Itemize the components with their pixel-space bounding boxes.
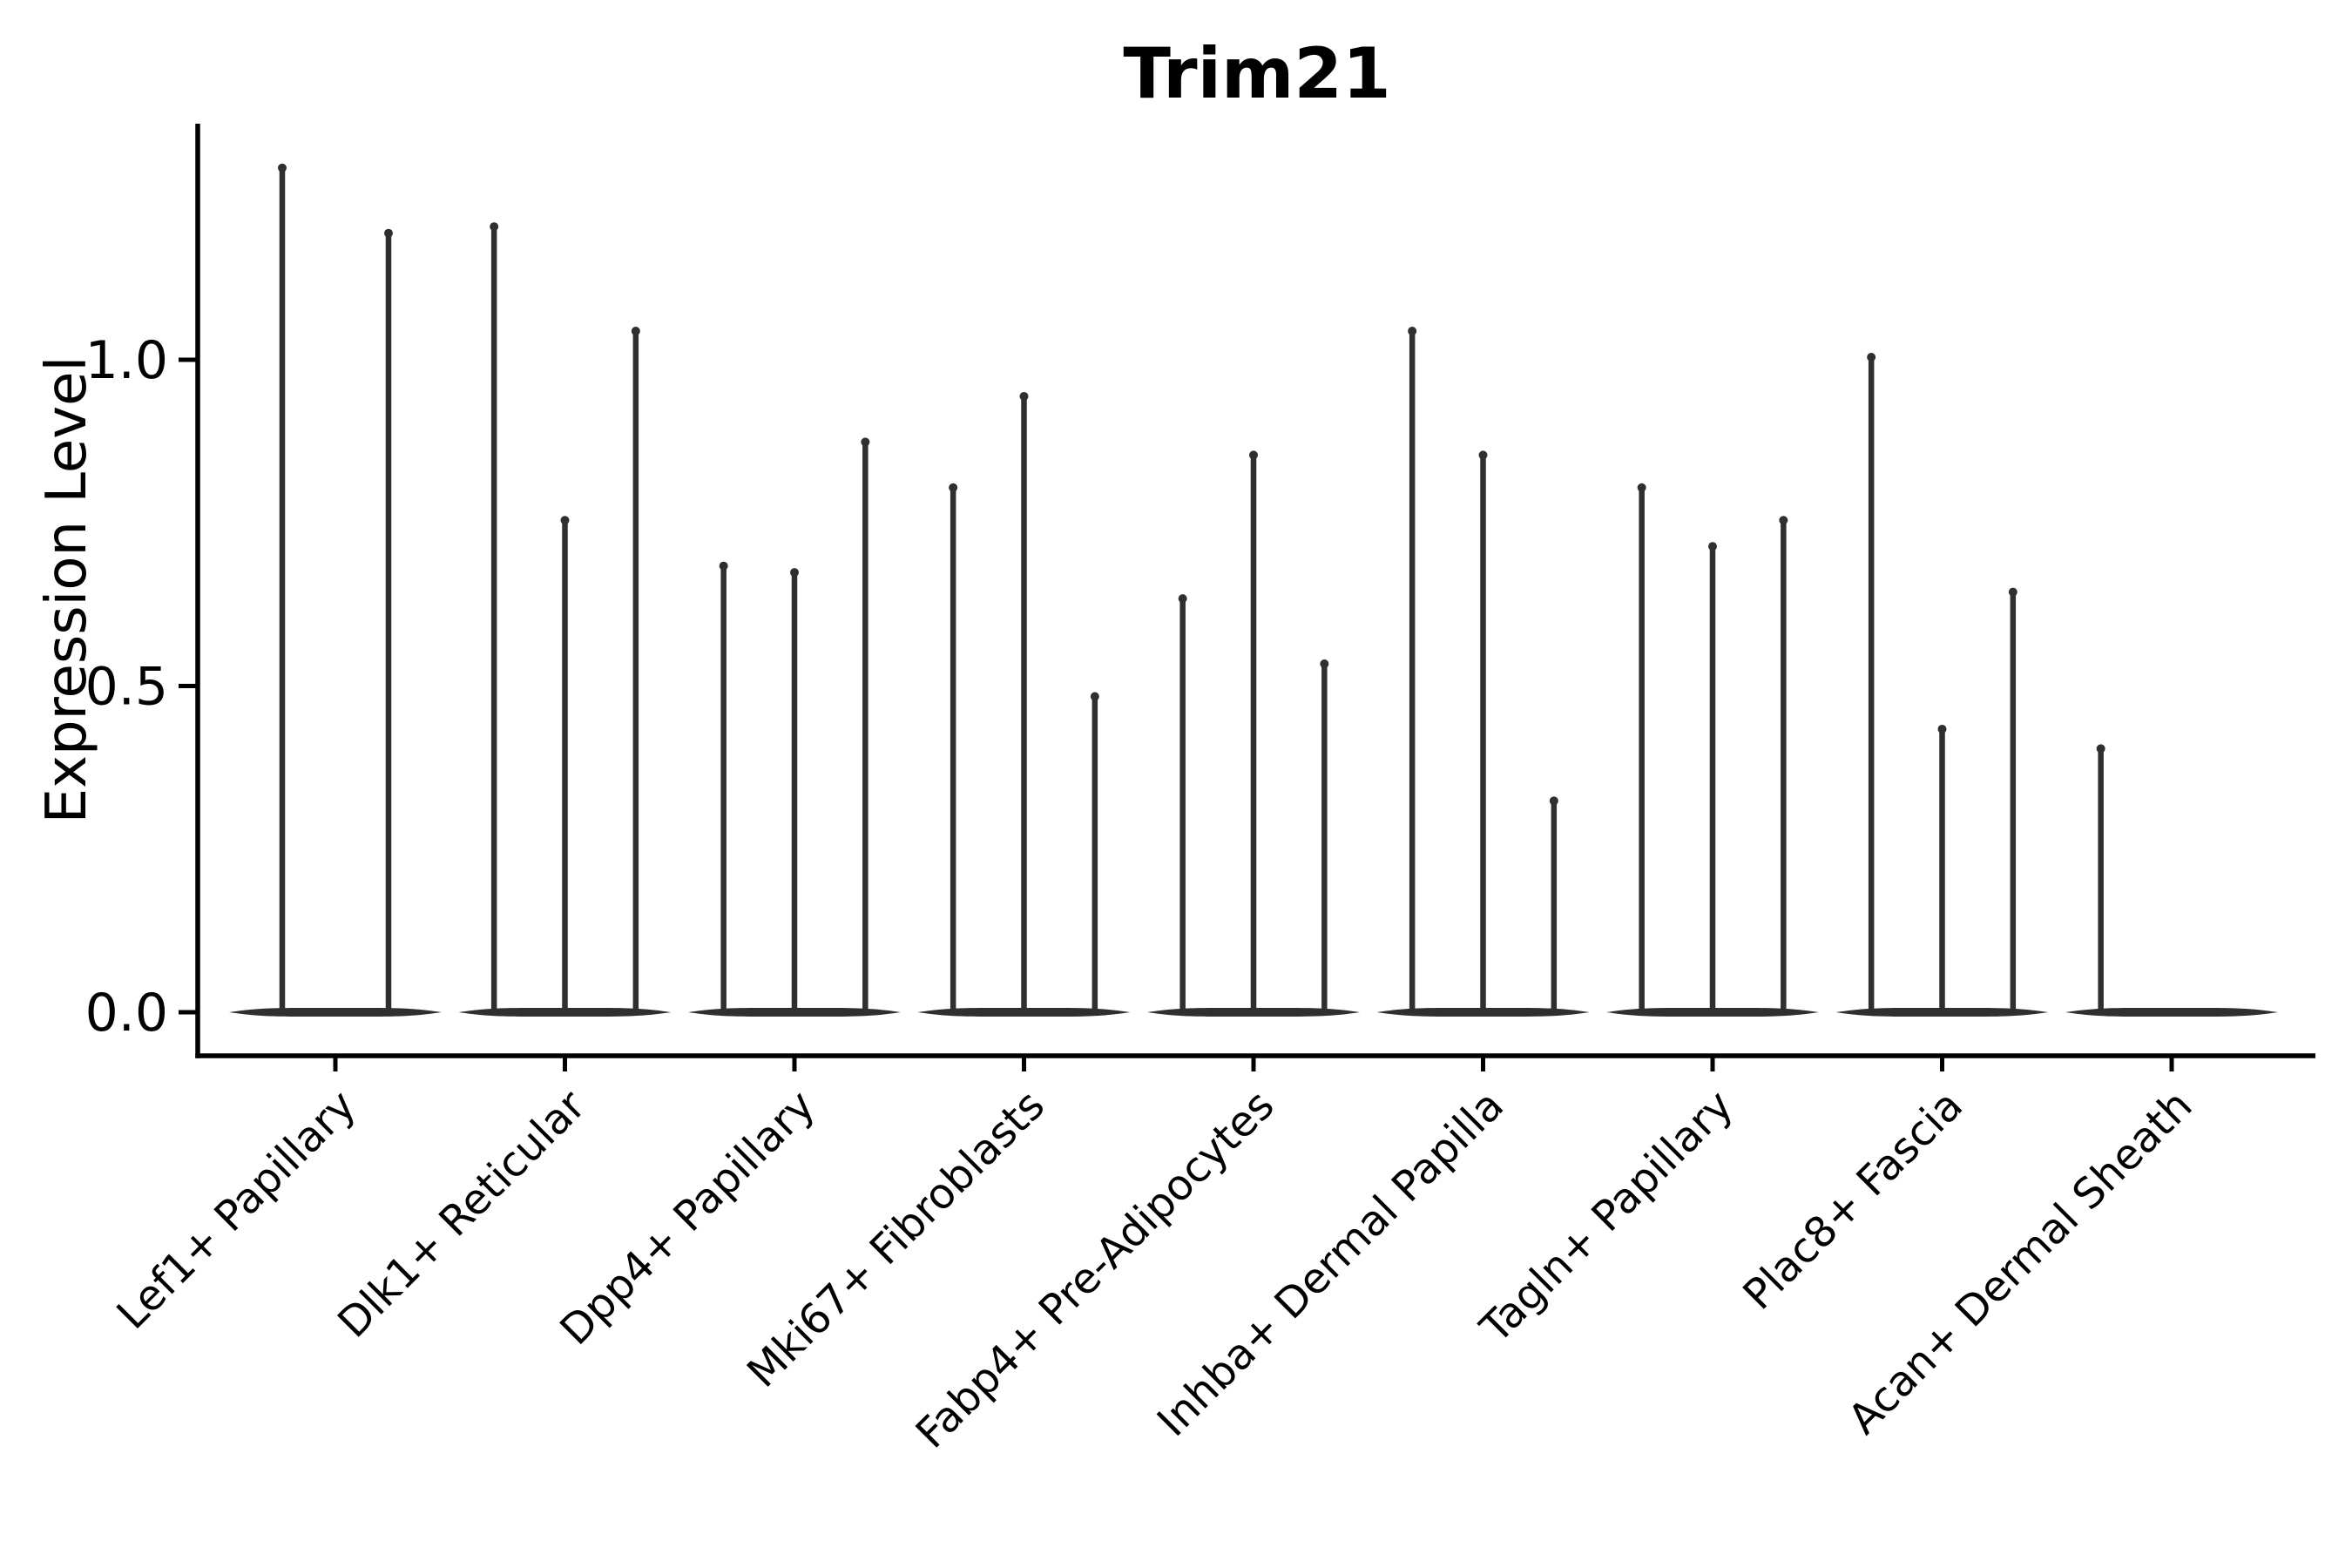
violin-spike-tip — [1478, 450, 1488, 460]
violin-spike — [562, 516, 568, 1012]
violin-spike-tip — [1320, 659, 1329, 669]
y-tick-label: 0.5 — [85, 657, 168, 718]
violin-spike-tip — [1408, 327, 1417, 336]
violin-spike — [385, 229, 392, 1012]
violin-group — [1606, 483, 1819, 1017]
violin-spike-tip — [1549, 796, 1558, 806]
violin-spike-tip — [1019, 391, 1029, 401]
violin-spike-tip — [1090, 692, 1099, 701]
violin-group — [1376, 327, 1590, 1017]
violin-spike-tip — [278, 163, 287, 172]
violin-spike-tip — [1779, 516, 1788, 525]
violin-group — [2065, 744, 2278, 1017]
violin-spike — [1021, 392, 1027, 1012]
x-tick-label: Lef1+ Papillary — [108, 1081, 366, 1339]
violin-spike-tip — [2008, 587, 2017, 597]
violin-spike — [490, 222, 497, 1012]
violin-spike-tip — [1937, 724, 1947, 733]
violin-spike — [1781, 516, 1787, 1012]
violin-group — [688, 437, 901, 1017]
violin-spike — [2010, 588, 2017, 1012]
violin-group — [229, 163, 442, 1017]
violin-spike — [1639, 483, 1645, 1012]
x-tick-label: Plac8+ Fascia — [1734, 1081, 1972, 1320]
x-tick-label: Dpp4+ Papillary — [551, 1081, 824, 1355]
violin-spike-tip — [949, 483, 958, 492]
violin-spike-tip — [631, 327, 640, 336]
violin-spike-tip — [1178, 594, 1187, 604]
chart-title: Trim21 — [1123, 33, 1390, 114]
violin-spike-tip — [1867, 353, 1876, 362]
violin-spike-tip — [490, 222, 499, 232]
violin-spike-tip — [719, 561, 728, 571]
violin-spike — [1321, 659, 1328, 1012]
violin-spike — [1480, 450, 1486, 1012]
violin-spike — [791, 568, 798, 1012]
violin-spike — [1709, 542, 1716, 1012]
violin-spike — [1250, 450, 1257, 1012]
y-tick-label: 0.0 — [85, 983, 168, 1044]
violin-group — [917, 391, 1131, 1017]
violin-spike — [279, 164, 286, 1013]
violin-spike-tip — [1249, 450, 1258, 460]
y-tick-label: 1.0 — [85, 330, 168, 391]
violin-spike-tip — [790, 568, 799, 578]
x-tick-label: Dlk1+ Reticular — [328, 1081, 595, 1348]
violin-spike-tip — [2096, 744, 2105, 754]
violin-spike — [950, 483, 956, 1012]
violin-spike-tip — [560, 516, 570, 525]
violin-spike — [632, 327, 639, 1012]
violin-group — [1835, 353, 2049, 1017]
violin-spike-tip — [1637, 483, 1646, 492]
violin-group — [1147, 450, 1360, 1017]
violin-spike-tip — [384, 228, 393, 238]
y-axis-label: Expression Level — [35, 356, 99, 824]
x-tick-label: Tagln+ Papillary — [1470, 1081, 1742, 1353]
violin-group — [458, 222, 672, 1017]
violin-spike — [1409, 327, 1416, 1012]
violin-spike-tip — [861, 437, 870, 447]
violin-spike — [1868, 353, 1875, 1012]
violin-base — [2065, 1008, 2278, 1017]
violin-spike — [1939, 725, 1945, 1012]
violin-spike — [1092, 692, 1098, 1012]
violin-spike — [720, 562, 727, 1012]
violin-spike — [862, 437, 868, 1012]
violin-spike — [1551, 796, 1558, 1012]
violin-base — [229, 1008, 442, 1017]
violin-spike — [1179, 594, 1186, 1012]
violin-spike — [2098, 744, 2104, 1012]
violin-spike-tip — [1708, 542, 1717, 551]
